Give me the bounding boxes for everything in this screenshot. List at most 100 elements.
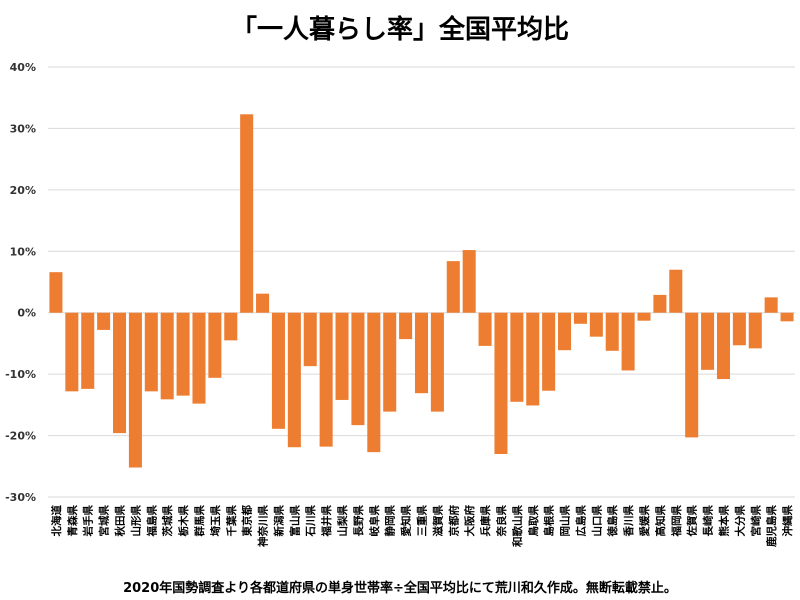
x-tick-label: 福島県 <box>145 505 158 538</box>
bar <box>446 261 460 313</box>
bar <box>510 312 524 402</box>
bar <box>462 250 476 313</box>
bar <box>732 312 746 346</box>
bar <box>128 312 142 468</box>
x-tick-label: 香川県 <box>622 505 635 538</box>
x-tick-label: 宮崎県 <box>749 505 762 537</box>
bar <box>144 312 158 392</box>
bar <box>81 312 95 389</box>
x-tick-label: 群馬県 <box>193 505 206 537</box>
bar <box>65 312 79 392</box>
x-tick-label: 千葉県 <box>225 505 238 537</box>
x-tick-label: 鳥取県 <box>527 505 540 537</box>
x-tick-label: 鹿児島県 <box>765 505 778 547</box>
x-tick-label: 滋賀県 <box>431 505 444 537</box>
x-tick-label: 愛媛県 <box>638 505 651 537</box>
bar <box>621 312 635 371</box>
bar <box>685 312 699 438</box>
bar <box>49 272 63 313</box>
y-tick-label: 30% <box>10 122 36 135</box>
bar <box>383 312 397 412</box>
bar <box>589 312 603 337</box>
bar <box>573 312 587 324</box>
x-tick-label: 岩手県 <box>82 505 95 538</box>
bar <box>367 312 381 453</box>
x-tick-label: 北海道 <box>50 505 63 537</box>
bar <box>653 294 667 313</box>
y-tick-label: 0% <box>17 307 36 320</box>
x-tick-label: 新潟県 <box>272 505 285 537</box>
x-tick-label: 富山県 <box>288 505 301 537</box>
y-tick-label: -20% <box>5 430 36 443</box>
chart-title: 「一人暮らし率」全国平均比 <box>231 14 569 45</box>
x-tick-label: 青森県 <box>66 505 79 537</box>
bar <box>319 312 333 447</box>
bar <box>192 312 206 404</box>
bar <box>542 312 556 391</box>
x-tick-label: 埼玉県 <box>209 505 222 537</box>
bar <box>224 312 238 341</box>
bar <box>716 312 730 380</box>
x-tick-label: 和歌山県 <box>511 505 524 548</box>
x-tick-label: 島根県 <box>543 505 556 537</box>
bar <box>605 312 619 351</box>
x-tick-label: 岡山県 <box>559 505 572 537</box>
x-tick-label: 愛知県 <box>400 505 413 537</box>
bar <box>208 312 222 378</box>
x-tick-label: 長崎県 <box>702 505 715 537</box>
bar <box>526 312 540 406</box>
x-tick-label: 高知県 <box>654 505 667 537</box>
gridlines <box>48 66 795 498</box>
x-tick-label: 徳島県 <box>606 505 619 538</box>
y-tick-label: 20% <box>10 184 36 197</box>
x-tick-label: 岐阜県 <box>368 505 381 537</box>
x-tick-label: 山口県 <box>590 505 603 537</box>
bar <box>780 312 794 322</box>
bar <box>287 312 301 448</box>
bar <box>160 312 174 400</box>
x-axis-tick-labels: 北海道 青森県 岩手県 宮城県 秋田県 山形県 福島県 茨城県 栃木県 群馬県 埼玉県 千葉県 東京都神… <box>50 505 794 548</box>
bar <box>478 312 492 346</box>
x-tick-label: 秋田県 <box>114 505 127 537</box>
x-tick-label: 静岡県 <box>384 505 397 537</box>
bar <box>399 312 413 340</box>
x-tick-label: 広島県 <box>574 505 587 537</box>
bar <box>430 312 444 412</box>
x-tick-label: 宮城県 <box>98 505 111 537</box>
bar <box>669 269 683 313</box>
bar <box>748 312 762 349</box>
x-tick-label: 福井県 <box>320 505 333 538</box>
bar <box>271 312 285 429</box>
x-tick-label: 熊本県 <box>717 505 730 537</box>
bar <box>113 312 127 434</box>
bar <box>256 293 270 313</box>
bar <box>494 312 508 454</box>
bar <box>240 114 254 313</box>
y-tick-label: 40% <box>10 61 36 74</box>
x-tick-label: 大分県 <box>733 505 746 537</box>
x-tick-label: 山梨県 <box>336 505 349 537</box>
x-tick-label: 神奈川県 <box>257 505 270 547</box>
bar <box>701 312 715 370</box>
x-tick-label: 佐賀県 <box>686 505 699 538</box>
bar <box>558 312 572 351</box>
bar <box>303 312 317 367</box>
y-tick-label: 10% <box>10 245 36 258</box>
chart-footnote: 2020年国勢調査より各都道府県の単身世帯率÷全国平均比にて荒川和久作成。無断転… <box>123 580 677 596</box>
x-tick-label: 福岡県 <box>670 505 683 538</box>
y-axis-tick-labels: -30% -20% -10% 0% 10% 20% 30% 40% <box>5 61 36 504</box>
bar <box>637 312 651 321</box>
x-tick-label: 山形県 <box>129 505 142 537</box>
bar <box>335 312 349 400</box>
x-tick-label: 東京都 <box>241 505 254 537</box>
x-tick-label: 兵庫県 <box>479 505 492 537</box>
x-tick-label: 石川県 <box>305 505 317 538</box>
bar <box>764 297 778 313</box>
x-tick-label: 京都府 <box>447 505 460 537</box>
bar <box>97 312 111 330</box>
x-tick-label: 沖縄県 <box>781 505 794 537</box>
x-tick-label: 長野県 <box>353 505 365 537</box>
x-tick-label: 奈良県 <box>495 505 508 538</box>
